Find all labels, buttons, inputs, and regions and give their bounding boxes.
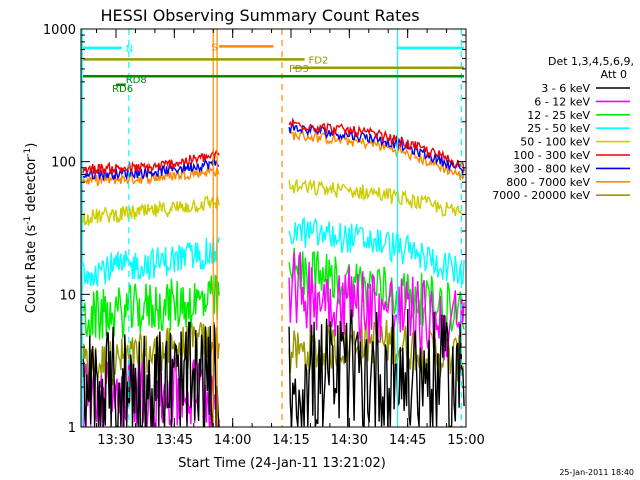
x-tick-label: 14:15 — [272, 433, 309, 448]
y-tick-label: 1000 — [43, 23, 76, 38]
flag-label: N — [126, 44, 133, 55]
legend-entry-label: 800 - 7000 keV — [506, 176, 590, 189]
series-line — [288, 129, 465, 181]
series-line — [82, 274, 220, 340]
legend-entry-label: 6 - 12 keV — [534, 95, 590, 108]
x-tick-label: 15:00 — [447, 433, 484, 448]
y-axis-label-mid: detector — [24, 156, 39, 216]
y-axis-label-sup1: -1 — [23, 216, 33, 225]
flag-label: RD8 — [126, 75, 147, 86]
x-tick-label: 13:45 — [156, 433, 193, 448]
footer-timestamp: 25-Jan-2011 18:40 — [559, 468, 634, 477]
series-line — [82, 195, 220, 227]
y-axis-label-sup2: -1 — [23, 148, 33, 157]
legend-entry-label: 25 - 50 keV — [527, 122, 590, 135]
flag-label: RD6 — [112, 84, 133, 95]
legend-entry-label: 300 - 800 keV — [513, 162, 590, 175]
legend-entry-label: 100 - 300 keV — [513, 149, 590, 162]
series-line — [82, 166, 220, 188]
y-tick-label: 100 — [51, 156, 76, 171]
series-line — [288, 116, 465, 172]
flag-label: S — [211, 42, 217, 53]
y-axis-label-end: ) — [24, 143, 39, 148]
y-axis-label-main: Count Rate (s — [24, 225, 39, 314]
legend-entry-label: 50 - 100 keV — [520, 136, 590, 149]
legend-header-line2: Att 0 — [601, 68, 627, 81]
plot-frame — [80, 28, 467, 428]
legend-entry-label: 3 - 6 keV — [541, 82, 590, 95]
legend-entry-label: 7000 - 20000 keV — [492, 189, 590, 202]
y-axis-label: Count Rate (s-1 detector-1) — [23, 143, 39, 314]
series-line — [288, 178, 465, 217]
x-axis-label: Start Time (24-Jan-11 13:21:02) — [178, 456, 386, 471]
chart-title: HESSI Observing Summary Count Rates — [100, 6, 419, 25]
series-line — [82, 321, 220, 427]
x-tick-label: 14:45 — [389, 433, 426, 448]
x-tick-label: 13:30 — [97, 433, 134, 448]
series-line — [288, 216, 465, 285]
x-tick-label: 14:00 — [214, 433, 251, 448]
legend-header-line1: Det 1,3,4,5,6,9, — [548, 55, 634, 68]
series-line — [288, 123, 465, 175]
flag-label: FD2 — [309, 55, 329, 66]
y-tick-label: 1 — [68, 421, 76, 436]
x-tick-label: 14:30 — [331, 433, 368, 448]
series-line — [82, 236, 220, 288]
y-tick-label: 10 — [59, 288, 76, 303]
series-line — [82, 148, 220, 176]
series-line — [288, 308, 465, 427]
flag-label: FD3 — [289, 64, 309, 75]
legend-entry-label: 12 - 25 keV — [527, 109, 590, 122]
